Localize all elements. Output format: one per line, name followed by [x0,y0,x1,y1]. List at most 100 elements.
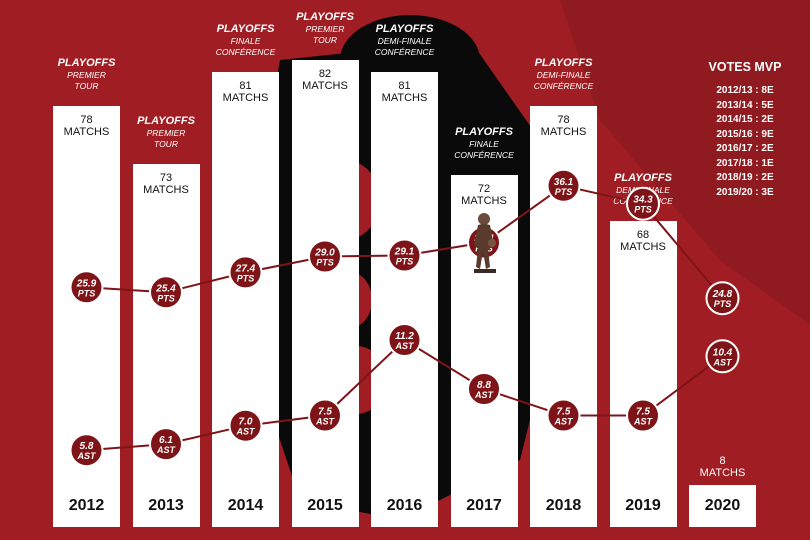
year-label: 2014 [227,497,264,514]
ast-value-label: 6.1 [159,435,173,446]
playoffs-round: PREMIER [67,70,106,80]
ast-marker [308,398,342,433]
year-label: 2013 [148,497,184,514]
matches-count: 68 [636,229,650,241]
playoffs-round-detail: CONFÉRENCE [533,81,594,91]
ast-unit-label: AST [315,417,336,427]
playoffs-label: PLAYOFFS PREMIER TOUR [130,115,202,150]
pts-marker [69,270,104,305]
pts-value-label: 36.1 [554,177,574,188]
playoffs-title: PLAYOFFS [534,57,593,69]
ast-unit-label: AST [713,357,734,367]
playoffs-title: PLAYOFFS [216,22,275,35]
pts-unit-label: PTS [157,293,175,303]
matches-label: 78 MATCHS [53,114,120,138]
matches-count: 72 [477,183,491,195]
ast-marker [149,427,183,462]
pts-unit-label: PTS [396,257,414,267]
playoffs-label: PLAYOFFS PREMIER TOUR [289,11,361,46]
ast-value-label: 11.2 [395,331,414,342]
mvp-vote-entry: 2016/17 : 2E [716,143,774,154]
playoffs-title: PLAYOFFS [296,11,354,23]
matches-unit: MATCHS [302,80,348,92]
playoffs-label: PLAYOFFS PREMIER TOUR [51,57,123,92]
ast-marker [228,408,263,443]
pts-marker [626,186,660,221]
playoffs-round-detail: CONFÉRENCE [215,46,276,57]
playoffs-round-detail: TOUR [313,35,337,45]
ast-unit-label: AST [474,390,495,400]
season-bar: 81 MATCHS 2014 [212,71,279,527]
pts-marker [228,255,263,290]
ast-unit-label: AST [395,341,416,351]
matches-count: 81 [239,79,252,92]
matches-unit: MATCHS [540,126,587,138]
pts-unit-label: PTS [237,273,255,283]
matches-unit: MATCHS [63,126,110,138]
matches-label: 68 MATCHS [610,229,677,253]
playoffs-round: DEMI-FINALE [536,70,591,80]
mvp-votes-title: VOTES MVP [708,60,782,74]
playoffs-round: PREMIER [146,127,186,138]
pts-unit-label: PTS [316,258,334,268]
pts-marker [705,281,740,316]
ast-marker [626,398,660,433]
pts-marker [546,168,581,203]
year-label: 2012 [68,497,105,514]
ast-unit-label: AST [156,445,177,455]
mvp-vote-entry: 2013/14 : 5E [716,99,774,111]
season-bar: 8 MATCHS 2020 [689,455,756,527]
year-label: 2016 [386,497,423,514]
ast-value-label: 10.4 [713,347,733,358]
season-bar: 68 MATCHS 2019 [609,221,677,527]
matches-unit: MATCHS [222,91,269,104]
ast-value-label: 7.0 [239,417,253,428]
matches-label: 72 MATCHS [451,183,518,207]
mvp-trophy-icon [474,213,496,273]
ast-marker [705,339,740,374]
playoffs-round-detail: CONFÉRENCE [374,46,435,57]
ast-value-label: 7.5 [636,407,650,418]
matches-label: 81 MATCHS [371,80,438,104]
ast-value-label: 7.5 [318,407,332,418]
ast-unit-label: AST [633,417,654,427]
ast-marker [69,433,104,468]
pts-value-label: 25.4 [155,283,176,294]
year-label: 2017 [466,497,502,514]
year-label: 2015 [307,497,343,514]
matches-count: 82 [318,68,332,80]
ast-unit-label: AST [77,451,98,461]
matches-count: 78 [557,114,570,126]
matches-count: 8 [719,455,726,467]
pts-value-label: 34.3 [633,195,653,206]
playoffs-round: FINALE [469,139,499,149]
ast-value-label: 5.8 [80,441,94,452]
matches-unit: MATCHS [620,241,666,253]
year-label: 2018 [545,497,582,514]
matches-count: 73 [159,171,173,184]
pts-marker [308,239,342,274]
pts-unit-label: PTS [78,288,96,298]
pts-value-label: 27.4 [235,263,256,274]
ast-marker [546,398,581,433]
playoffs-label: PLAYOFFS FINALE CONFÉRENCE [448,126,520,161]
matches-label: 78 MATCHS [530,114,597,138]
matches-label: 81 MATCHS [212,80,279,104]
year-label: 2020 [704,497,741,514]
